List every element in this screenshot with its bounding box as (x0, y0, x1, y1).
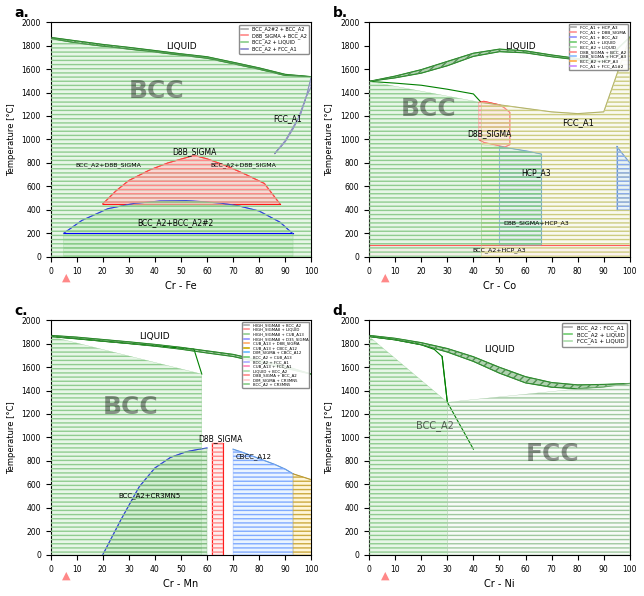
Polygon shape (369, 38, 630, 82)
X-axis label: Cr - Co: Cr - Co (483, 281, 516, 291)
Polygon shape (369, 337, 448, 555)
Polygon shape (213, 443, 223, 555)
Text: D8B_SIGMA: D8B_SIGMA (467, 129, 511, 138)
Polygon shape (500, 147, 541, 245)
Polygon shape (448, 383, 630, 555)
Text: BCC_A2+BCC_A2#2: BCC_A2+BCC_A2#2 (138, 218, 214, 227)
X-axis label: Cr - Mn: Cr - Mn (164, 579, 198, 589)
Text: b.: b. (333, 7, 348, 20)
Text: HCP_A3: HCP_A3 (521, 167, 551, 176)
Text: ▲: ▲ (62, 570, 71, 581)
X-axis label: Cr - Ni: Cr - Ni (484, 579, 515, 589)
Polygon shape (369, 245, 630, 257)
Text: a.: a. (14, 7, 29, 20)
Polygon shape (369, 336, 630, 389)
Text: BCC_A2+D8B_SIGMA: BCC_A2+D8B_SIGMA (211, 163, 276, 168)
Legend: FCC_A1 + HCP_A3, FCC_A1 + D8B_SIGMA, FCC_A1 + BCC_A2, FCC_A1 + LIQUID, BCC_A2 + : FCC_A1 + HCP_A3, FCC_A1 + D8B_SIGMA, FCC… (569, 24, 628, 70)
Legend: HIGH_SIGMA8 + BCC_A2, HIGH_SIGMA8 + LIQUID, HIGH_SIGMA8 + CUB_A13, HIGH_SIGMA8 +: HIGH_SIGMA8 + BCC_A2, HIGH_SIGMA8 + LIQU… (242, 322, 309, 388)
Text: LIQUID: LIQUID (505, 42, 536, 51)
X-axis label: Cr - Fe: Cr - Fe (165, 281, 197, 291)
Text: FCC_A1: FCC_A1 (562, 119, 594, 128)
Polygon shape (51, 39, 311, 257)
Text: BCC_A2+HCP_A3: BCC_A2+HCP_A3 (473, 247, 526, 253)
Polygon shape (103, 448, 207, 555)
Polygon shape (51, 38, 311, 77)
Text: FCC_A1: FCC_A1 (274, 114, 302, 123)
Text: BCC_A2: BCC_A2 (416, 420, 454, 431)
Text: CBCC_A12: CBCC_A12 (236, 454, 272, 460)
Text: c.: c. (14, 305, 28, 318)
Polygon shape (293, 474, 311, 555)
Polygon shape (51, 336, 311, 374)
Polygon shape (275, 77, 311, 154)
Polygon shape (51, 337, 202, 555)
Polygon shape (64, 201, 293, 257)
Text: LIQUID: LIQUID (166, 42, 196, 51)
Text: LIQUID: LIQUID (140, 332, 170, 341)
Text: ▲: ▲ (381, 272, 390, 283)
Text: D8B_SIGMA: D8B_SIGMA (198, 434, 242, 443)
Text: D8B_SIGMA: D8B_SIGMA (172, 147, 216, 156)
Y-axis label: Temperature [°C]: Temperature [°C] (7, 401, 16, 474)
Polygon shape (369, 82, 481, 257)
Text: LIQUID: LIQUID (484, 345, 515, 354)
Text: BCC: BCC (401, 97, 456, 121)
Y-axis label: Temperature [°C]: Temperature [°C] (7, 103, 16, 176)
Text: BCC_A2+D8B_SIGMA: BCC_A2+D8B_SIGMA (75, 163, 141, 168)
Text: FCC: FCC (526, 442, 580, 466)
Polygon shape (617, 147, 630, 210)
Text: ▲: ▲ (62, 272, 71, 283)
Text: BCC_A2+CR3MN5: BCC_A2+CR3MN5 (118, 492, 181, 499)
Polygon shape (481, 38, 630, 257)
Y-axis label: Temperature [°C]: Temperature [°C] (325, 103, 334, 176)
Text: BCC: BCC (103, 395, 158, 419)
Legend: BCC_A2#2 + BCC_A2, D8B_SIGMA + BCC_A2, BCC_A2 + LIQUID, BCC_A2 + FCC_A1: BCC_A2#2 + BCC_A2, D8B_SIGMA + BCC_A2, B… (239, 24, 309, 54)
Text: ▲: ▲ (381, 570, 390, 581)
Polygon shape (478, 101, 510, 147)
Text: D8B_SIGMA+HCP_A3: D8B_SIGMA+HCP_A3 (503, 220, 569, 226)
Y-axis label: Temperature [°C]: Temperature [°C] (325, 401, 334, 474)
Polygon shape (103, 156, 280, 204)
Polygon shape (233, 449, 293, 555)
Text: BCC: BCC (129, 79, 185, 103)
Text: d.: d. (333, 305, 348, 318)
Polygon shape (481, 145, 541, 245)
Legend: BCC_A2 : FCC_A1, BCC_A2 + LIQUID, FCC_A1 + LIQUID: BCC_A2 : FCC_A1, BCC_A2 + LIQUID, FCC_A1… (562, 323, 627, 347)
